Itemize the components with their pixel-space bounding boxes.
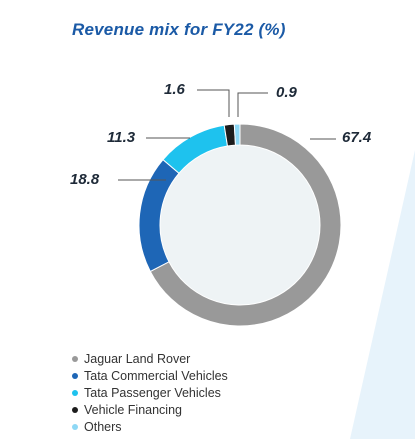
legend-label: Jaguar Land Rover xyxy=(84,352,191,367)
chart-title: Revenue mix for FY22 (%) xyxy=(72,20,286,39)
legend-label: Tata Passenger Vehicles xyxy=(84,385,221,400)
legend-swatch xyxy=(72,373,78,380)
leader-line xyxy=(197,89,230,117)
slice-others xyxy=(233,123,241,146)
legend-item: Tata Passenger Vehicles xyxy=(72,385,228,402)
chart-legend: Jaguar Land Rover Tata Commercial Vehicle… xyxy=(72,351,228,435)
data-label: 0.9 xyxy=(276,84,298,101)
slice-jaguar-land-rover xyxy=(149,123,342,327)
leader-line xyxy=(237,92,268,117)
data-label: 11.3 xyxy=(107,129,136,146)
legend-label: Others xyxy=(84,419,122,434)
data-label: 18.8 xyxy=(70,171,100,188)
data-label: 1.6 xyxy=(164,81,186,98)
legend-label: Tata Commercial Vehicles xyxy=(84,369,228,384)
legend-label: Vehicle Financing xyxy=(84,402,182,417)
data-label: 67.4 xyxy=(342,129,372,146)
donut-hole xyxy=(160,145,320,305)
legend-swatch xyxy=(72,423,78,430)
legend-swatch xyxy=(72,356,78,363)
legend-item: Jaguar Land Rover xyxy=(72,351,228,368)
legend-item: Tata Commercial Vehicles xyxy=(72,368,228,385)
legend-item: Others xyxy=(72,418,228,435)
legend-swatch xyxy=(72,389,78,396)
legend-swatch xyxy=(72,406,78,413)
legend-item: Vehicle Financing xyxy=(72,401,228,418)
